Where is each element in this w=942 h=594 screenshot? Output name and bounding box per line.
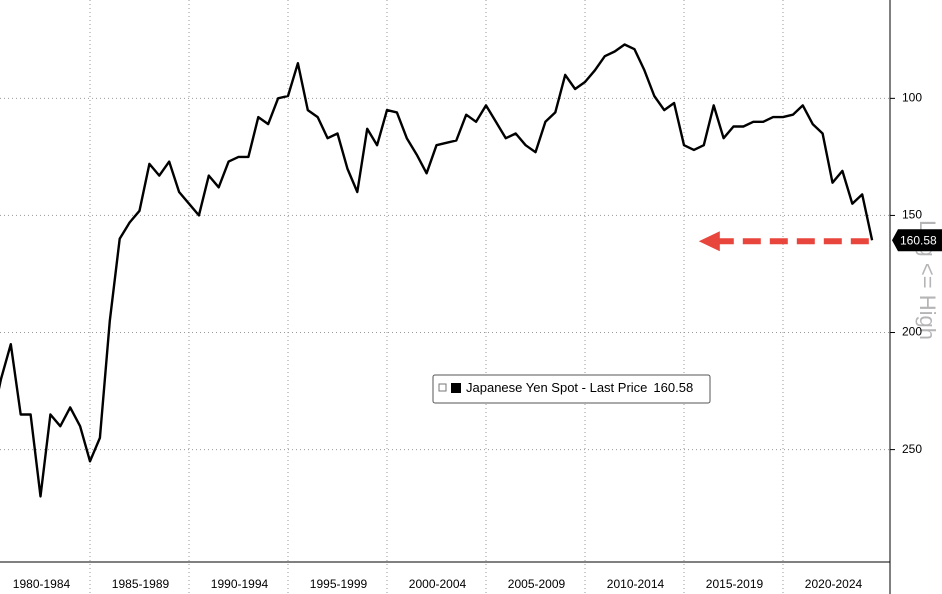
legend-swatch [451,383,461,393]
y-tick-label: 250 [902,442,922,456]
last-value-label: 160.58 [900,233,937,247]
x-tick-label: 2000-2004 [409,577,467,591]
line-series [0,43,874,498]
x-tick-label: 1990-1994 [211,577,269,591]
last-value-tag [892,229,942,252]
legend-value: 160.58 [653,380,693,395]
legend-box [432,374,711,404]
legend-toggle [438,383,447,392]
x-tick-label: 1980-1984 [13,577,71,591]
y-tick-label: 100 [902,91,922,105]
legend: Japanese Yen Spot - Last Price 160.58 [432,374,711,404]
x-tick-label: 2005-2009 [508,577,566,591]
y-tick-label: 150 [902,208,922,222]
x-tick-label: 2020-2024 [805,577,863,591]
y-tick-label: 200 [902,325,922,339]
x-tick-label: 2015-2019 [706,577,764,591]
arrow-head [698,231,720,252]
x-tick-label: 1995-1999 [310,577,368,591]
x-tick-label: 2010-2014 [607,577,665,591]
x-tick-label: 1985-1989 [112,577,170,591]
legend-name: Japanese Yen Spot - Last Price [466,380,647,395]
legend-label: Japanese Yen Spot - Last Price 160.58 [466,380,693,395]
